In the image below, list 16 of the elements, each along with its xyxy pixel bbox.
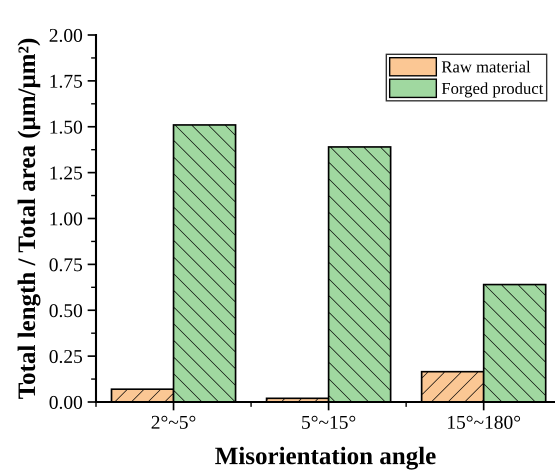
y-tick-label: 0.00 [50,396,82,410]
x-tick-label: 5°~15° [302,416,356,429]
y-tick-label: 1.00 [50,212,82,226]
y-tick-label: 0.50 [50,304,82,318]
y-tick-label: 0.25 [50,350,82,364]
legend-label: Forged product [442,82,544,98]
y-tick-label: 0.75 [50,258,82,272]
legend-label: Raw material [442,60,530,73]
y-tick-label: 1.25 [50,166,82,180]
x-tick-label: 2°~5° [152,416,196,429]
x-tick-label: 15°~180° [448,416,520,429]
y-tick-label: 2.00 [50,28,82,42]
y-tick-label: 1.50 [50,120,82,134]
x-axis-title: Misorientation angle [215,446,436,470]
y-tick-label: 1.75 [50,74,82,88]
y-axis-title: Total length / Total area (μm/μm²) [18,38,40,399]
